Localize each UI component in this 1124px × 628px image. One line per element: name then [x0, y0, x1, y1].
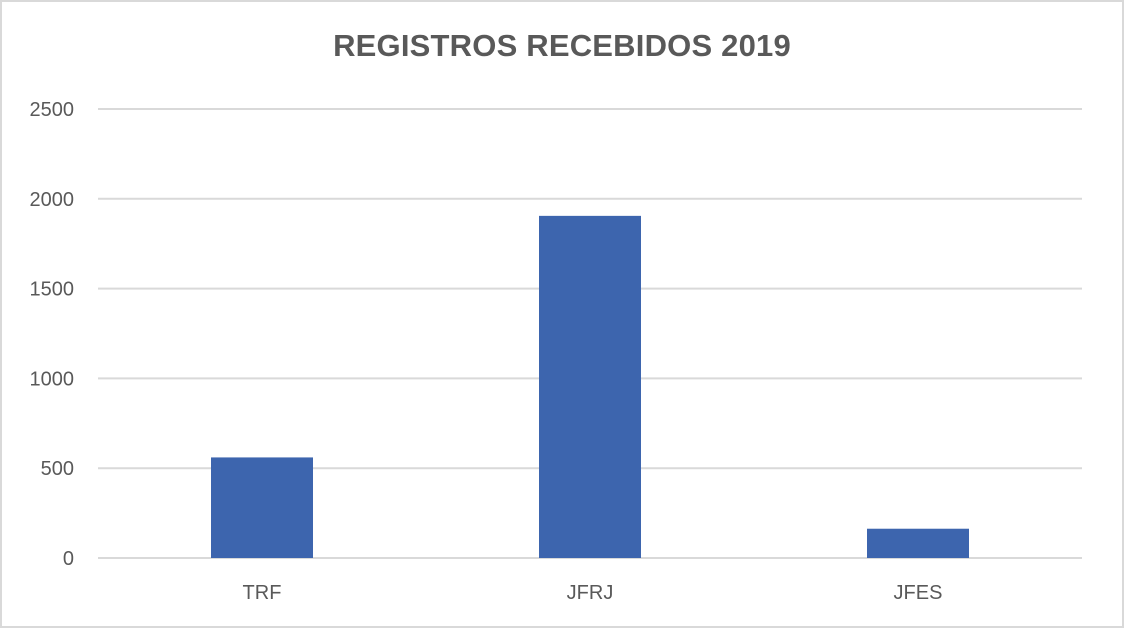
- x-tick-label: JFRJ: [567, 582, 614, 604]
- y-tick-label: 0: [63, 548, 74, 570]
- y-axis-ticks: 0 500 1000 1500 2000 2500: [30, 99, 75, 570]
- x-tick-label: TRF: [243, 582, 282, 604]
- bars: [211, 215, 969, 558]
- chart-title: REGISTROS RECEBIDOS 2019: [333, 28, 791, 63]
- y-tick-label: 2000: [30, 189, 75, 211]
- bar-jfrj: [539, 215, 641, 558]
- y-tick-label: 1000: [30, 368, 75, 390]
- x-axis-ticks: TRF JFRJ JFES: [243, 582, 943, 604]
- bar-trf: [211, 457, 313, 558]
- y-tick-label: 2500: [30, 99, 75, 121]
- y-tick-label: 1500: [30, 279, 75, 301]
- bar-jfes: [867, 528, 969, 558]
- x-tick-label: JFES: [894, 582, 943, 604]
- y-tick-label: 500: [41, 458, 74, 480]
